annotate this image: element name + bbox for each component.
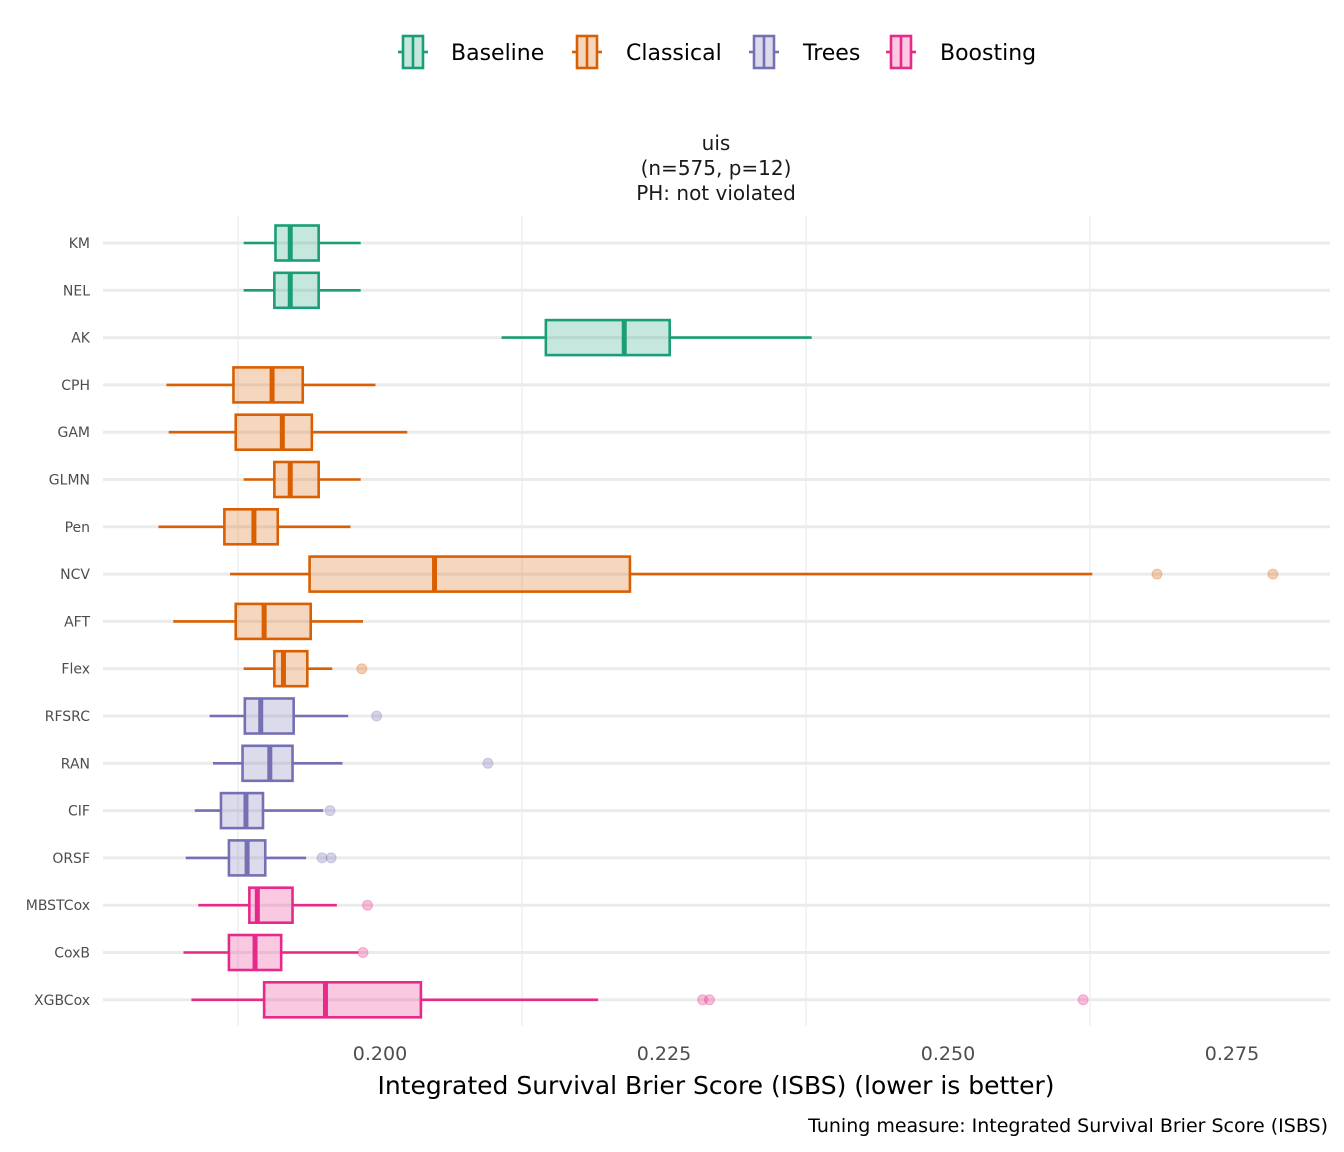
y-tick-label: GAM (57, 425, 90, 441)
box-pen (158, 507, 351, 546)
legend: Baseline Classical Trees Boosting (398, 34, 1036, 70)
y-tick-label: NCV (60, 567, 90, 583)
box-iqr (234, 602, 313, 641)
y-tick-label: Pen (65, 520, 90, 536)
legend-label: Trees (802, 41, 860, 66)
legend-item-trees: Trees (749, 34, 860, 70)
box-iqr (273, 649, 309, 688)
boxes (158, 224, 1279, 1019)
box-iqr (219, 791, 265, 830)
legend-item-boosting: Boosting (886, 34, 1036, 70)
outlier-point (1267, 568, 1279, 580)
box-ncv (230, 555, 1279, 593)
box-cif (194, 791, 336, 830)
box-km (243, 224, 361, 262)
y-axis-tick-labels: KM NEL AK CPH GAM GLMN Pen NCV AFT Flex RFSRC RAN CI… (26, 236, 91, 1009)
legend-label: Classical (626, 41, 722, 66)
y-tick-label: CIF (68, 804, 90, 820)
x-tick-label: 0.275 (1205, 1043, 1259, 1065)
box-ran (213, 744, 494, 783)
box-iqr (273, 460, 320, 499)
outlier-point (316, 852, 328, 864)
y-tick-label: RAN (61, 756, 90, 772)
y-tick-label: MBSTCox (26, 898, 90, 914)
outlier-point (357, 947, 369, 958)
box-orsf (185, 839, 337, 877)
box-iqr (232, 366, 305, 404)
outlier-point (362, 899, 374, 911)
outlier-point (1151, 568, 1163, 580)
x-axis-label: Integrated Survival Brier Score (ISBS) (… (377, 1071, 1054, 1100)
y-tick-label: CoxB (54, 946, 90, 962)
y-tick-label: CPH (61, 378, 90, 394)
facet-title-line-3: PH: not violated (636, 181, 796, 205)
legend-label: Baseline (451, 41, 544, 66)
outlier-point (325, 852, 337, 864)
y-tick-label: AFT (64, 614, 90, 630)
outlier-point (1077, 994, 1089, 1006)
box-xgbcox (191, 980, 1089, 1019)
box-mbstcox (198, 886, 374, 925)
facet-title: uis (n=575, p=12) PH: not violated (636, 131, 796, 205)
legend-item-classical: Classical (572, 34, 722, 70)
x-tick-label: 0.200 (353, 1043, 407, 1065)
box-iqr (243, 697, 295, 735)
y-tick-label: XGBCox (34, 993, 90, 1009)
box-glmn (243, 460, 361, 499)
facet-title-line-1: uis (702, 131, 731, 155)
legend-label: Boosting (940, 41, 1036, 66)
box-iqr (308, 555, 632, 593)
outlier-point (697, 994, 709, 1006)
box-iqr (234, 413, 314, 452)
box-aft (173, 602, 363, 641)
outlier-point (703, 994, 715, 1006)
facet-title-line-2: (n=575, p=12) (641, 156, 792, 180)
box-iqr (223, 507, 280, 546)
y-tick-label: Flex (61, 662, 90, 678)
caption: Tuning measure: Integrated Survival Brie… (807, 1115, 1328, 1137)
box-iqr (262, 980, 423, 1019)
box-flex (243, 649, 368, 688)
x-axis-tick-labels: 0.200 0.225 0.250 0.275 (353, 1043, 1259, 1065)
outlier-point (324, 805, 336, 817)
box-ak (501, 318, 812, 357)
box-iqr (273, 271, 320, 310)
y-tick-label: GLMN (49, 473, 90, 489)
y-tick-label: RFSRC (45, 709, 90, 725)
box-gam (168, 413, 408, 452)
x-tick-label: 0.250 (921, 1043, 975, 1065)
y-tick-label: AK (71, 331, 91, 347)
legend-item-baseline: Baseline (398, 34, 544, 70)
outlier-point (371, 710, 383, 722)
box-nel (243, 271, 361, 310)
box-coxb (183, 933, 369, 972)
outlier-point (356, 663, 368, 675)
box-iqr (274, 224, 320, 262)
y-tick-label: ORSF (52, 851, 90, 867)
box-cph (166, 366, 376, 404)
y-tick-label: NEL (63, 283, 90, 299)
outlier-point (482, 757, 494, 769)
box-iqr (544, 318, 671, 357)
y-tick-label: KM (69, 236, 90, 252)
box-rfsrc (209, 697, 383, 735)
x-tick-label: 0.225 (637, 1043, 691, 1065)
